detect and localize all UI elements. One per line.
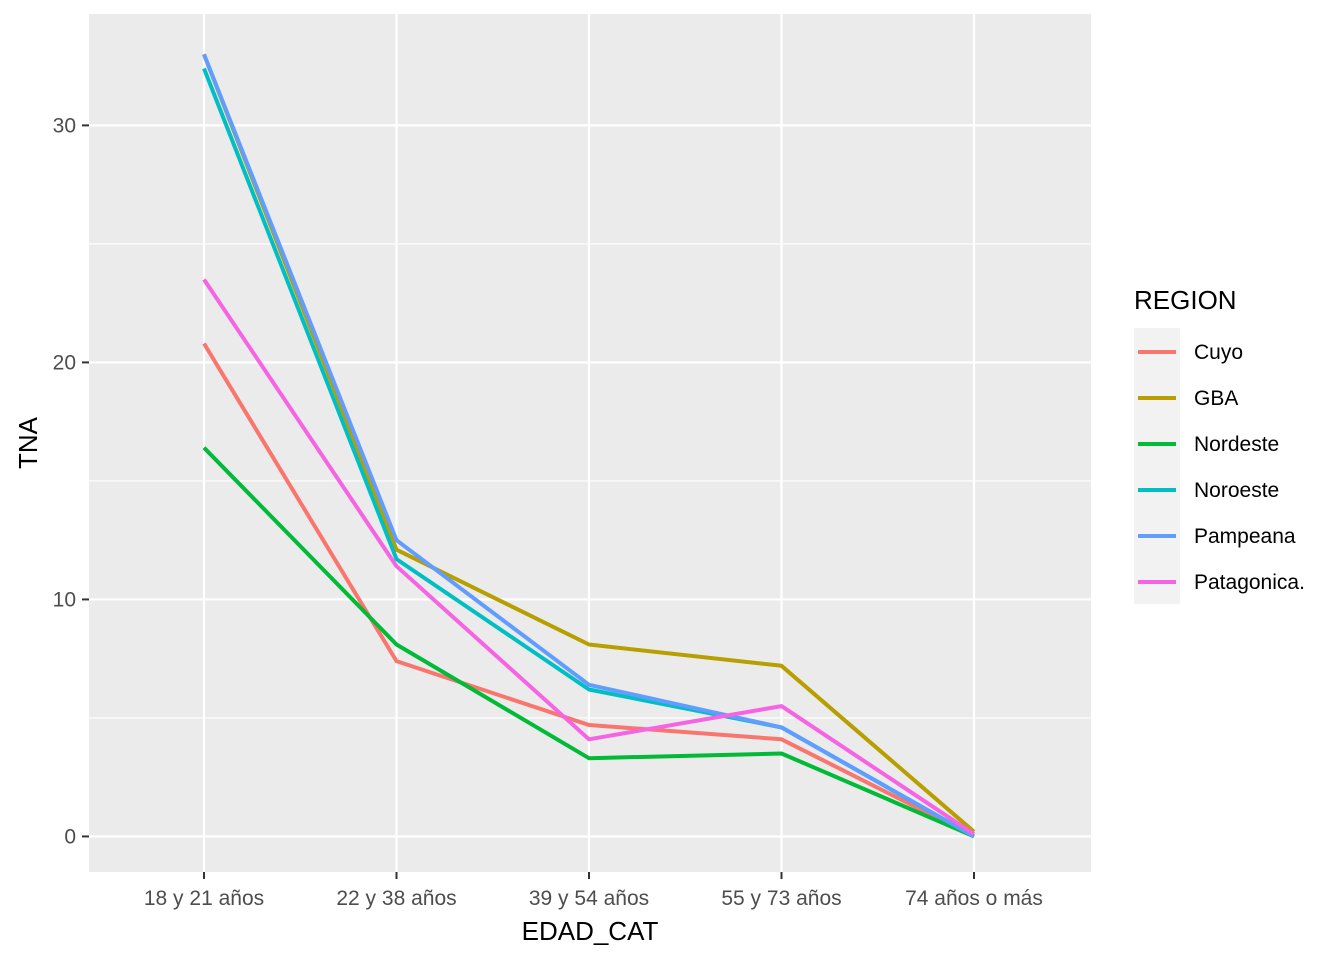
x-tick-label: 55 y 73 años [721,887,841,910]
legend-label: GBA [1194,387,1238,410]
legend-keys-background [1134,328,1180,604]
series-line-gba [202,53,976,834]
legend-label: Noroeste [1194,479,1279,502]
series-line-patagonica [202,278,976,836]
y-tick-label: 10 [53,588,76,611]
legend-label: Nordeste [1194,433,1279,456]
x-axis: 18 y 21 años 22 y 38 años 39 y 54 años 55 y… [144,872,1043,910]
x-tick-label: 39 y 54 años [529,887,649,910]
y-tick-label: 20 [53,351,76,374]
x-tick-label: 74 años o más [905,887,1043,910]
legend-label: Cuyo [1194,341,1243,364]
y-axis: 0 10 20 30 [53,114,89,848]
series-lines [202,53,976,839]
legend-label: Patagonica. [1194,571,1305,594]
legend-title: REGION [1134,285,1237,315]
x-tick-label: 22 y 38 años [336,887,456,910]
y-tick-label: 0 [64,825,76,848]
y-tick-label: 30 [53,114,76,137]
series-line-cuyo [202,342,975,839]
x-axis-title: EDAD_CAT [522,916,659,946]
legend-label: Pampeana [1194,525,1296,548]
series-line-pampeana [202,53,975,839]
x-tick-label: 18 y 21 años [144,887,264,910]
series-line-nordeste [202,446,975,839]
legend: REGION Cuyo GBA Nordeste Noroeste Pampeana Pa… [1134,285,1305,604]
y-axis-title: TNA [13,416,43,469]
